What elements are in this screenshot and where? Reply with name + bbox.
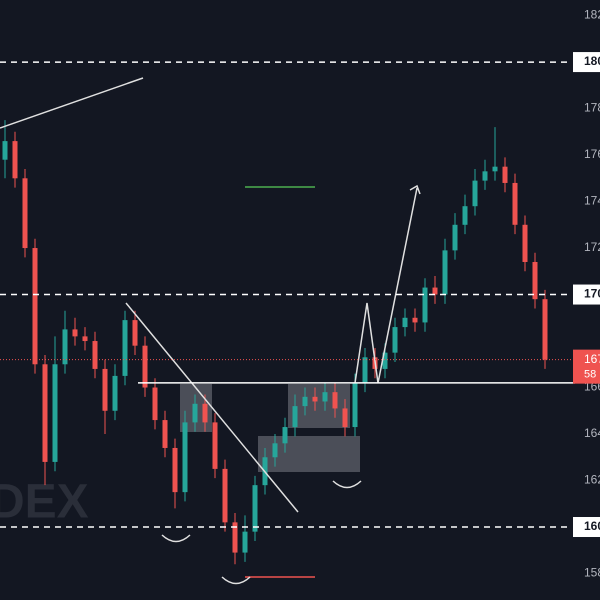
candle-body bbox=[2, 141, 8, 160]
last-price-label: 167 bbox=[584, 352, 600, 366]
candle-body bbox=[72, 329, 78, 337]
candle-body bbox=[292, 406, 298, 428]
candle-body bbox=[32, 248, 38, 365]
y-tick-label: 164 bbox=[584, 426, 600, 440]
y-tick-label: 176 bbox=[584, 147, 600, 161]
candle-body bbox=[482, 171, 488, 181]
candle-body bbox=[362, 357, 368, 383]
candle-body bbox=[442, 250, 448, 295]
candle-body bbox=[232, 522, 238, 553]
candle-body bbox=[532, 261, 538, 300]
candle-body bbox=[402, 317, 408, 328]
candle-body bbox=[202, 403, 208, 423]
candle-body bbox=[192, 403, 198, 423]
candle-body bbox=[382, 352, 388, 369]
candle-body bbox=[462, 206, 468, 225]
candle-body bbox=[472, 180, 478, 207]
curve-mark bbox=[161, 534, 191, 543]
candle-body bbox=[522, 224, 528, 262]
candle-body bbox=[422, 287, 428, 323]
candle-body bbox=[162, 420, 168, 448]
y-tick-label: 172 bbox=[584, 240, 600, 254]
y-tick-label: 182 bbox=[584, 8, 600, 22]
level-label-box bbox=[573, 284, 600, 305]
candle-body bbox=[432, 287, 438, 295]
candle-body bbox=[22, 178, 28, 249]
candle-body bbox=[492, 166, 498, 172]
candle-body bbox=[132, 320, 138, 346]
candle-body bbox=[322, 392, 328, 402]
arrow-head bbox=[409, 184, 421, 195]
countdown-label: 58 bbox=[584, 369, 596, 381]
candle-body bbox=[92, 341, 98, 369]
candle-body bbox=[222, 468, 228, 523]
candle-body bbox=[62, 329, 68, 365]
level-label: 170 bbox=[584, 287, 600, 301]
curve-mark bbox=[332, 480, 362, 489]
level-label: 160 bbox=[584, 519, 600, 533]
curve-mark bbox=[221, 576, 251, 585]
candle-body bbox=[392, 327, 398, 353]
candle-body bbox=[352, 382, 358, 428]
projection-arrow bbox=[354, 187, 418, 384]
level-label-box bbox=[573, 517, 600, 538]
watermark: DEX bbox=[0, 476, 89, 529]
candle-body bbox=[282, 427, 288, 444]
candle-body bbox=[252, 485, 258, 532]
level-label: 180 bbox=[584, 54, 600, 68]
y-tick-label: 174 bbox=[584, 194, 600, 208]
candle-body bbox=[512, 182, 518, 225]
candle-body bbox=[102, 368, 108, 411]
drawings bbox=[0, 77, 575, 585]
candle-body bbox=[12, 141, 18, 179]
last-price-box bbox=[573, 349, 600, 384]
candle-body bbox=[52, 364, 58, 462]
trend-line bbox=[125, 302, 299, 513]
candle-body bbox=[452, 224, 458, 251]
y-tick-label: 158 bbox=[584, 566, 600, 580]
candle-body bbox=[272, 443, 278, 458]
candle-body bbox=[82, 336, 88, 342]
candle-body bbox=[172, 447, 178, 493]
candle-body bbox=[122, 320, 128, 376]
candle-body bbox=[112, 375, 118, 411]
candle-body bbox=[242, 531, 248, 553]
candle-body bbox=[42, 364, 48, 462]
candle-body bbox=[312, 396, 318, 402]
candle-body bbox=[302, 396, 308, 407]
zone-box bbox=[288, 384, 350, 428]
level-label-box bbox=[573, 52, 600, 73]
trend-line bbox=[0, 77, 144, 129]
candle-body bbox=[182, 422, 188, 493]
y-tick-label: 162 bbox=[584, 473, 600, 487]
candle-body bbox=[332, 392, 338, 409]
candle-body bbox=[342, 408, 348, 428]
y-tick-label: 178 bbox=[584, 101, 600, 115]
candle-body bbox=[142, 345, 148, 388]
candle-body bbox=[412, 317, 418, 323]
candle-body bbox=[152, 387, 158, 421]
candle-body bbox=[212, 422, 218, 469]
candle-body bbox=[542, 299, 548, 360]
candle-body bbox=[502, 166, 508, 183]
